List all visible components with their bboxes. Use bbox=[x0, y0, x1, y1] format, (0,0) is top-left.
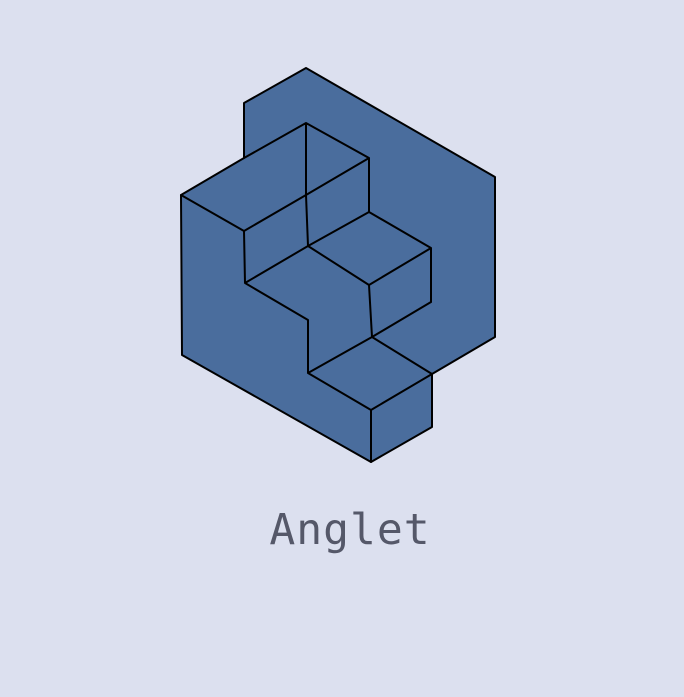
logo-inner-edges bbox=[180, 122, 433, 463]
brand-wordmark: Anglet bbox=[269, 505, 431, 555]
